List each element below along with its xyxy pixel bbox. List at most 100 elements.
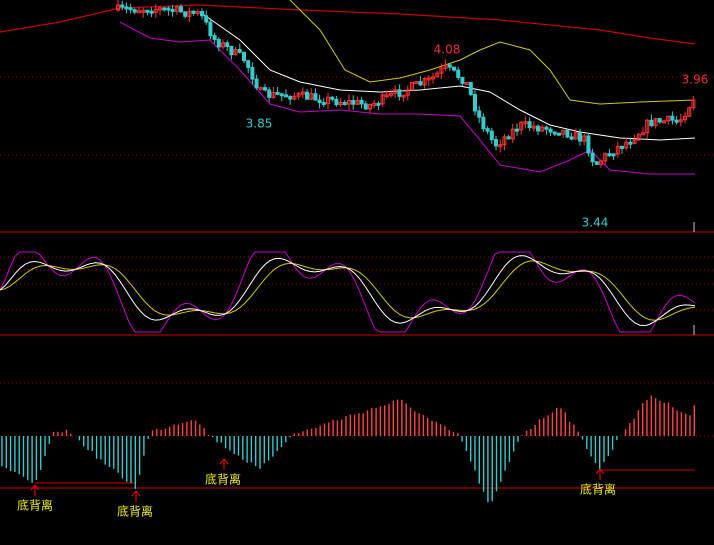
candle-body [267,89,272,98]
candle-body [603,153,608,162]
candle-body [620,145,624,149]
candle-body [561,129,566,135]
candle-body [279,93,284,97]
candle-body [426,77,431,81]
candles [116,0,696,168]
candle-body [330,96,335,100]
candle-body [578,131,582,142]
candle-body [309,93,314,100]
candle-body [569,136,574,140]
candle-body [431,76,435,80]
candle-body [666,115,671,122]
candle-body [636,133,641,141]
candle-body [502,136,507,146]
candle-body [573,131,578,140]
candle-body [565,129,570,138]
candle-body [657,118,662,123]
candle-body [494,139,498,147]
price-label: 3.96 [682,73,709,87]
candle-body [216,38,221,48]
candle-body [153,8,158,13]
candle-body [691,99,696,109]
candle-body [683,115,687,121]
candle-body [649,119,654,127]
candle-body [242,51,246,62]
candle-body [368,103,372,110]
candle-body [586,135,591,154]
signal-label: 底背离 [117,504,153,519]
candle-body [271,91,276,98]
candle-body [506,136,511,140]
candle-body [334,98,339,106]
candle-body [422,77,427,86]
candle-body [607,153,612,157]
candle-body [515,128,519,132]
price-label: 3.44 [582,216,609,230]
candle-body [632,139,637,144]
candle-body [183,11,188,17]
candle-body [351,99,356,105]
candle-body [473,94,477,112]
candle-body [615,145,620,155]
candle-body [439,67,444,74]
candle-body [641,132,645,136]
candle-body [452,66,456,71]
signal-label: 底背离 [17,498,53,513]
candle-body [208,21,213,37]
candle-body [389,92,393,96]
candle-body [414,81,419,85]
candle-body [237,49,242,53]
candle-body [233,49,238,56]
candle-body [120,4,125,8]
candle-body [191,10,196,14]
candle-body [380,94,385,105]
candle-body [258,87,263,91]
candle-body [481,116,486,130]
candle-body [687,107,692,117]
candle-body [384,94,389,98]
candle-body [410,82,414,91]
candle-body [158,7,162,11]
candle-body [137,10,141,14]
price-label: 4.08 [434,43,461,57]
candle-body [250,67,255,80]
candle-body [162,7,167,11]
candle-body [519,121,524,131]
candle-body [305,91,309,100]
candle-body [363,103,368,110]
candle-body [590,152,595,163]
candle-body [342,102,347,106]
candle-body [464,81,469,85]
candle-body [221,42,225,48]
candle-body [653,118,658,127]
candle-body [321,102,326,106]
candle-body [393,89,398,94]
candle-body [347,99,351,105]
candle-body [116,4,120,11]
candle-body [523,121,528,125]
candle-body [536,125,540,132]
candle-body [300,91,305,95]
candle-body [145,9,150,13]
candle-body [510,128,515,140]
candle-body [179,6,183,13]
candle-body [544,126,549,130]
candle-body [594,161,599,165]
arrow [595,468,605,480]
candle-body [288,95,293,100]
candle-body [166,7,171,11]
candle-body [401,94,406,98]
candle-body [338,102,343,106]
arrow [219,458,229,470]
candle-body [460,76,465,84]
candle-body [200,11,204,17]
candle-body [263,87,267,91]
candle-body [447,64,452,68]
candle-body [456,69,461,78]
candle-body [624,141,629,149]
candle-body [662,120,666,124]
candle-body [443,64,448,69]
arrow [131,490,141,502]
kdj [0,251,696,333]
candle-body [582,135,587,142]
